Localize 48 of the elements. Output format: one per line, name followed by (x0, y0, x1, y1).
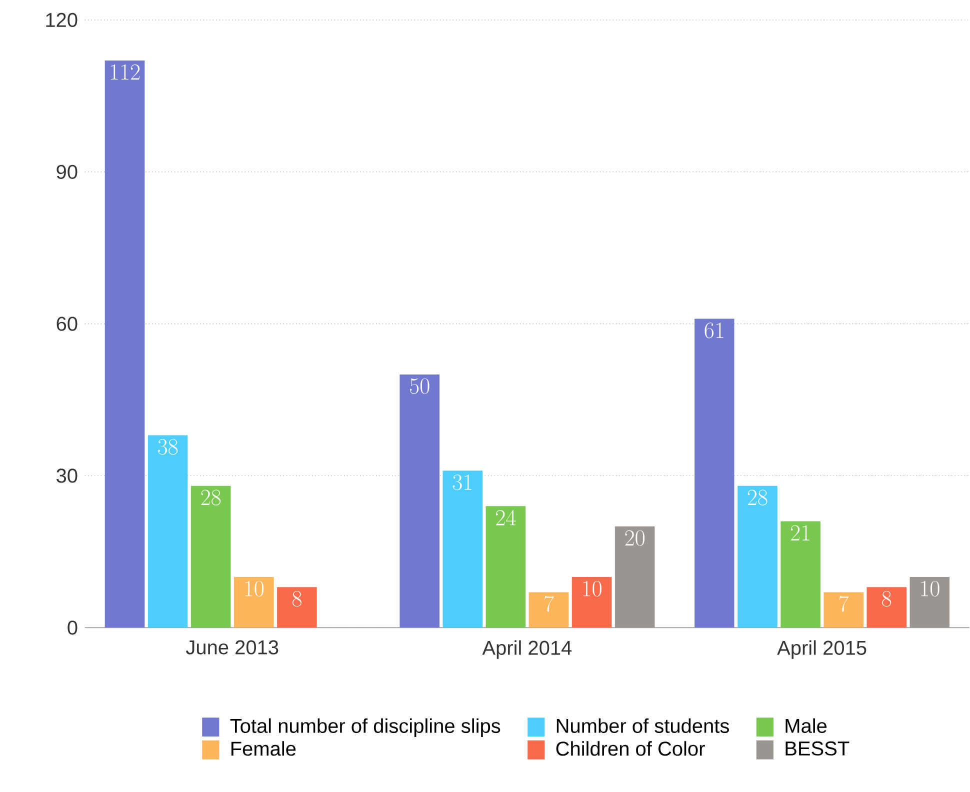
bar (694, 318, 734, 628)
data-label: 10 (245, 581, 264, 597)
legend-label: Male (786, 718, 827, 734)
x-tick-label: June 2013 (186, 640, 278, 655)
legend-label: Total number of discipline slips (230, 718, 500, 738)
bar (148, 435, 188, 628)
bar (442, 470, 483, 628)
y-tick-label: 90 (56, 165, 78, 180)
y-tick-label: 0 (68, 620, 78, 635)
data-label: 8 (292, 591, 302, 607)
bar (277, 587, 317, 628)
legend-label: Number of students (556, 718, 729, 734)
bar (572, 577, 612, 628)
legend-label: Children of Color (556, 741, 705, 756)
legend-label: Female (231, 741, 296, 756)
data-label: 21 (790, 525, 810, 541)
legend-label: BESST (786, 742, 850, 756)
bar (528, 592, 569, 628)
bar (780, 522, 820, 628)
data-label: 24 (496, 510, 516, 526)
data-label: 38 (158, 439, 178, 455)
data-label: 8 (882, 591, 892, 607)
data-label: 10 (921, 581, 940, 597)
data-label: 61 (704, 322, 724, 338)
data-label: 7 (544, 596, 554, 612)
bar (738, 486, 778, 628)
bar (104, 60, 145, 628)
bar (400, 374, 440, 628)
y-tick-label: 60 (56, 316, 78, 332)
bar (234, 577, 274, 628)
bar (486, 506, 526, 628)
data-label: 10 (583, 581, 602, 597)
y-tick-label: 30 (56, 468, 78, 484)
data-label: 112 (110, 64, 140, 80)
bar (866, 587, 907, 628)
bar (824, 592, 864, 628)
data-label: 50 (410, 378, 430, 394)
y-tick-label: 120 (46, 13, 78, 28)
data-label: 28 (748, 490, 768, 506)
data-label: 20 (625, 530, 644, 546)
data-label: 28 (201, 490, 221, 506)
x-tick-label: April 2015 (777, 640, 866, 660)
bar (614, 526, 655, 628)
data-label: 7 (839, 596, 849, 612)
data-label: 31 (452, 474, 472, 490)
bar (910, 577, 950, 628)
bar (190, 486, 231, 628)
x-tick-label: April 2014 (482, 640, 572, 660)
